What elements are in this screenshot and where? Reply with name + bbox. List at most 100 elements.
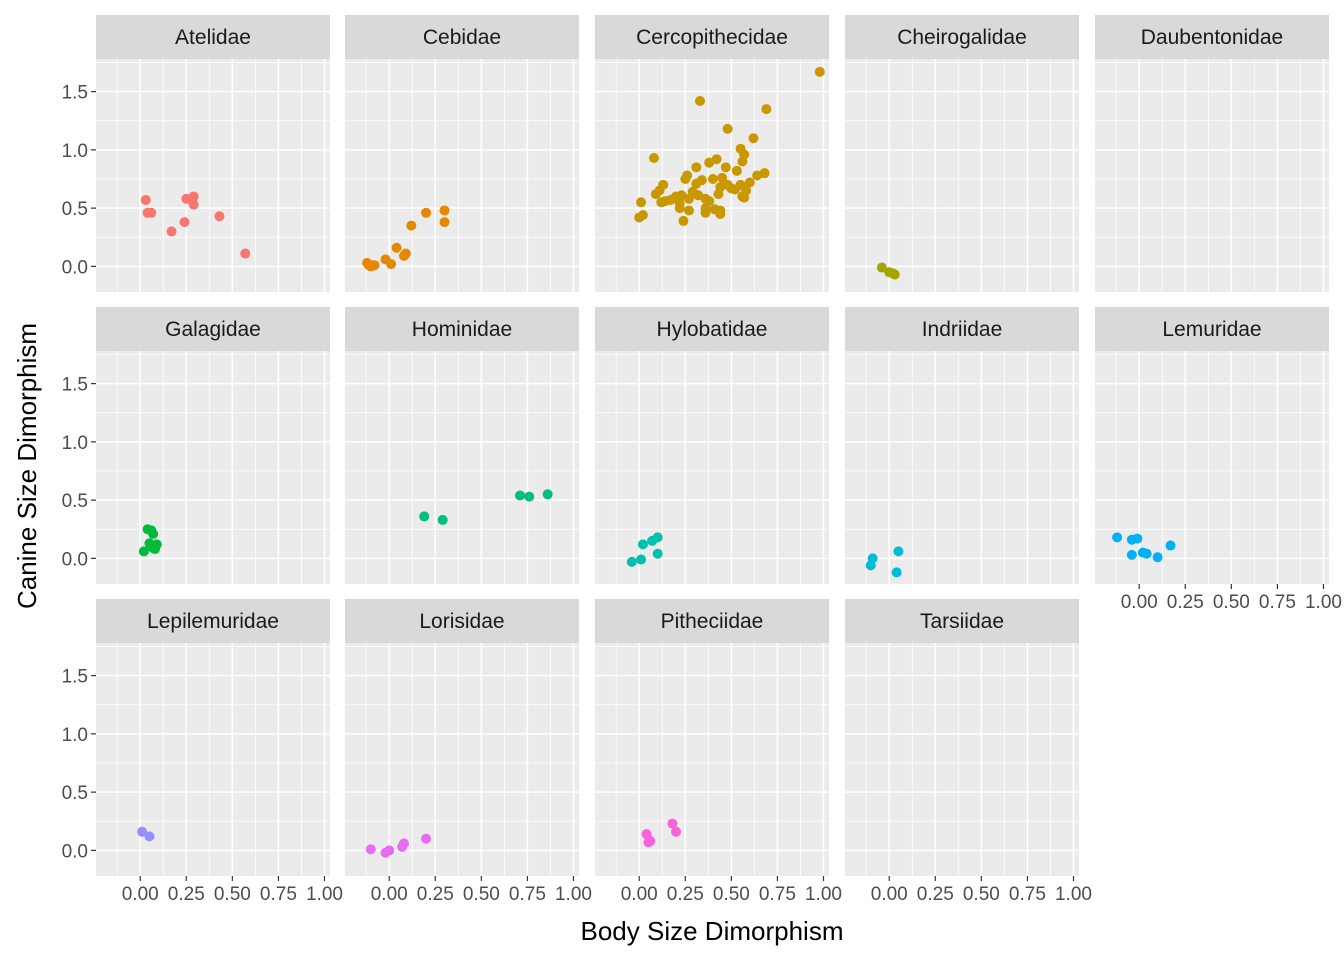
data-point [667,818,678,829]
facet-panel-indriidae: Indriidae [845,307,1079,584]
x-tick-label: 0.25 [417,884,454,905]
data-point [146,207,157,218]
facet-panel-tarsiidae: Tarsiidae 0.00 0.25 0.50 0.75 1.00 [845,599,1092,905]
facet-strip [595,307,829,351]
data-point [384,845,395,856]
facet-strip [96,307,330,351]
data-point [717,172,728,183]
y-tick-label: 1.0 [62,725,88,746]
data-point [1126,549,1137,560]
panel-background [1095,59,1329,292]
facet-strip-label: Lemuridae [1162,318,1261,341]
facet-strip-label: Atelidae [175,26,251,49]
facet-panel-pitheciidae: Pitheciidae 0.00 0.25 0.50 0.75 1.00 [595,599,842,905]
x-tick-label: 0.50 [963,884,1000,905]
data-point [876,262,887,273]
data-point [731,165,742,176]
data-point [524,491,535,502]
facet-strip-label: Tarsiidae [920,610,1004,633]
data-point [683,193,694,204]
data-point [137,826,148,837]
data-point [665,194,676,205]
x-tick-label: 1.00 [1305,592,1342,613]
data-point [419,511,430,522]
data-point [652,548,663,559]
facet-strip-label: Cebidae [423,26,501,49]
x-tick-label: 0.25 [917,884,954,905]
x-tick-label: 0.50 [1213,592,1250,613]
facet-strip-label: Cheirogalidae [897,26,1027,49]
data-point [691,178,702,189]
y-tick-label: 1.5 [62,375,88,396]
facet-strip-label: Hylobatidae [657,318,768,341]
y-tick-label: 0.0 [62,549,88,570]
data-point [761,104,772,115]
y-tick-label: 1.0 [62,141,88,162]
facet-strip-label: Cercopithecidae [636,26,788,49]
data-point [711,154,722,165]
data-point [707,173,718,184]
x-tick-label: 0.50 [463,884,500,905]
data-point [722,123,733,134]
data-point [138,546,149,557]
facet-strip [345,15,579,59]
data-point [748,133,759,144]
y-tick-label: 1.5 [62,83,88,104]
facet-strip [1095,307,1329,351]
facet-strip-label: Indriidae [922,318,1003,341]
data-point [691,162,702,173]
data-point [439,217,450,228]
y-tick-label: 0.0 [62,257,88,278]
panel-background [96,351,330,584]
x-tick-label: 0.75 [509,884,546,905]
x-tick-label: 0.00 [371,884,408,905]
data-point [398,838,409,849]
data-point [1141,548,1152,559]
facet-panel-atelidae: Atelidae 0.0 0.5 1.0 1.5 [62,15,330,292]
data-point [406,220,417,231]
data-point [730,184,741,195]
facet-strip [595,15,829,59]
data-point [637,539,648,550]
data-point [391,242,402,253]
facet-strip [845,599,1079,643]
data-point [678,215,689,226]
y-axis-title: Canine Size Dimorphism [12,323,42,609]
facet-panel-hominidae: Hominidae [345,307,579,584]
panel-background [1095,351,1329,584]
data-point [188,199,199,210]
data-point [400,248,411,259]
x-tick-label: 0.75 [260,884,297,905]
x-tick-label: 1.00 [555,884,592,905]
data-point [636,197,647,208]
data-point [744,177,755,188]
data-point [369,260,380,271]
facet-strip [595,599,829,643]
data-point [715,208,726,219]
panel-background [345,351,579,584]
data-point [144,831,155,842]
data-point [865,560,876,571]
data-point [683,205,694,216]
data-point [634,212,645,223]
data-point [891,567,902,578]
data-point [889,269,900,280]
x-tick-label: 0.50 [713,884,750,905]
data-point [700,207,711,218]
facet-strip [845,307,1079,351]
facet-strip-label: Galagidae [165,318,261,341]
data-point [188,191,199,202]
panel-background [345,59,579,292]
data-point [1112,532,1123,543]
y-tick-label: 1.0 [62,433,88,454]
x-tick-label: 0.75 [1259,592,1296,613]
facet-strip-label: Hominidae [412,318,512,341]
data-point [759,168,770,179]
facet-panel-daubentonidae: Daubentonidae [1095,15,1329,292]
panel-background [845,351,1079,584]
x-tick-label: 0.75 [759,884,796,905]
facet-strip [1095,15,1329,59]
data-point [636,554,647,565]
facet-panel-cheirogalidae: Cheirogalidae [845,15,1079,292]
data-point [515,490,526,501]
